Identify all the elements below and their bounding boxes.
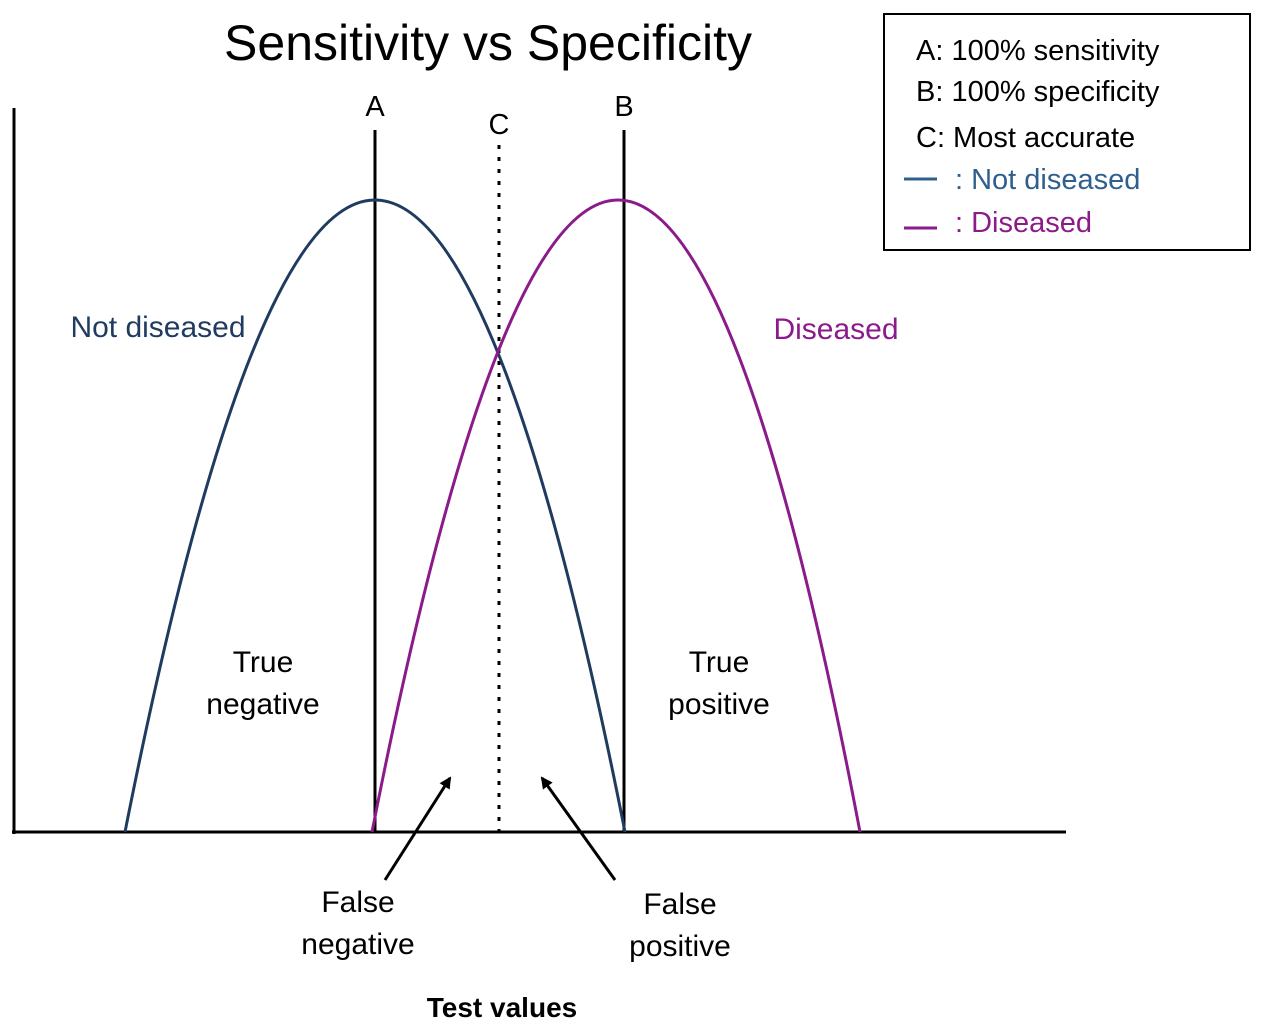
legend-not-diseased: : Not diseased — [955, 164, 1140, 196]
true-negative-label-line1: True — [233, 646, 294, 679]
marker-b: B — [614, 91, 633, 123]
marker-c: C — [489, 109, 510, 141]
false-negative-label-line1: False — [321, 886, 394, 919]
arrow-false-negative-icon — [383, 776, 452, 881]
true-positive-label-line2: positive — [668, 688, 770, 721]
not-diseased-label: Not diseased — [70, 311, 245, 344]
legend-box — [883, 13, 1251, 251]
legend-diseased: : Diseased — [955, 207, 1092, 239]
diseased-label: Diseased — [773, 313, 898, 346]
legend: A: 100% sensitivity B: 100% specificity … — [883, 13, 1251, 251]
true-negative-label-line2: negative — [206, 688, 319, 721]
false-positive-label-line2: positive — [629, 930, 731, 963]
false-negative-label-line2: negative — [301, 928, 414, 961]
diagram-title: Sensitivity vs Specificity — [224, 15, 752, 71]
not-diseased-curve — [123, 198, 627, 833]
legend-line-a: A: 100% sensitivity — [916, 35, 1160, 67]
diseased-curve — [370, 198, 862, 833]
arrow-false-positive-icon — [540, 776, 617, 881]
x-axis-label: Test values — [427, 992, 577, 1023]
true-positive-label-line1: True — [689, 646, 750, 679]
false-positive-label-line1: False — [643, 888, 716, 921]
legend-line-c: C: Most accurate — [916, 122, 1135, 154]
marker-a: A — [365, 91, 385, 123]
legend-line-b: B: 100% specificity — [916, 76, 1160, 108]
